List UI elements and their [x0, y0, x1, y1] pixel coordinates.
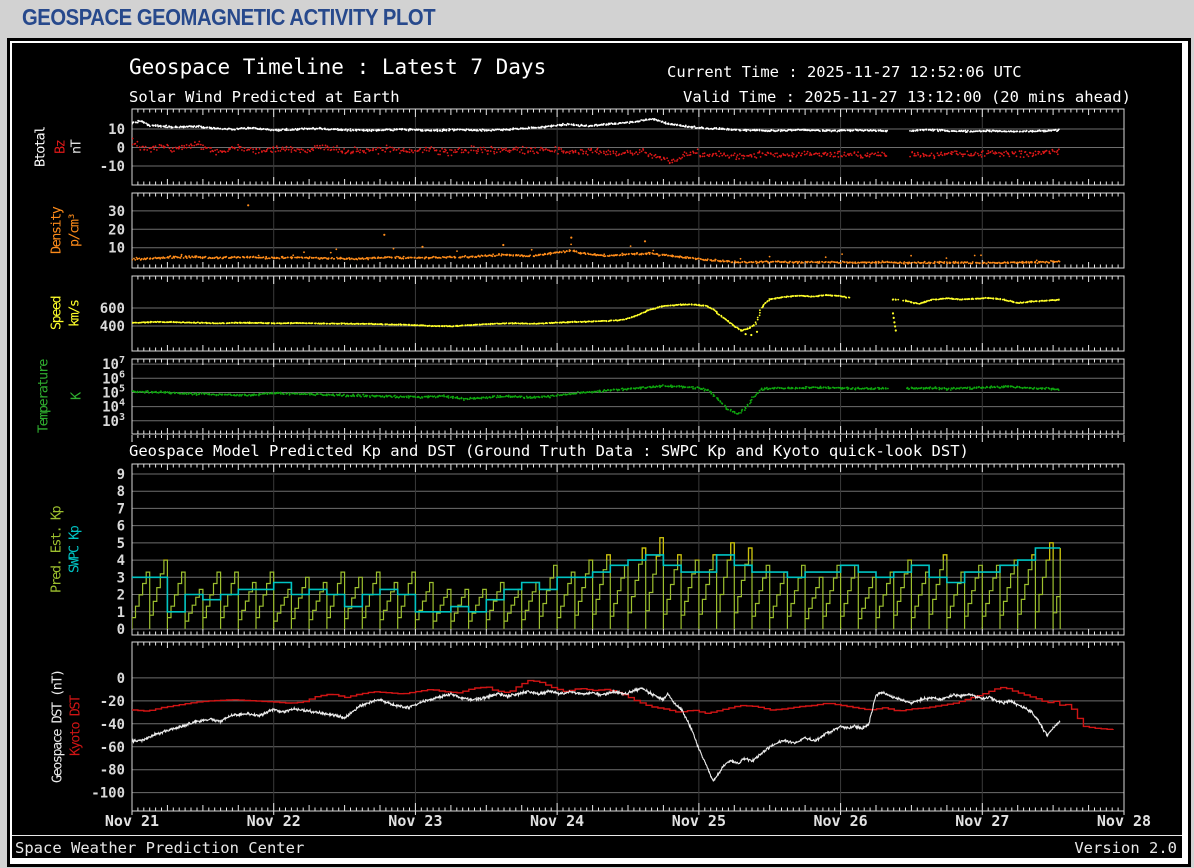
- ytick-label: 8: [117, 484, 125, 500]
- current-time-label: Current Time : 2025-11-27 12:52:06 UTC: [667, 63, 1022, 81]
- xtick-label: Nov 27: [955, 812, 1009, 830]
- timeline-chart: 100-103020106004001071061051041039876543…: [91, 108, 1151, 830]
- ytick-label: 4: [117, 553, 125, 569]
- ytick-label: -10: [100, 159, 125, 175]
- ytick-label: 105: [102, 383, 125, 401]
- ytick-label: 5: [117, 536, 125, 552]
- credit-label: Space Weather Prediction Center: [15, 839, 305, 857]
- ylabel-km-s: km/s: [66, 300, 83, 327]
- ytick-label: 2: [117, 588, 125, 604]
- xtick-label: Nov 23: [388, 812, 442, 830]
- ytick-label: 107: [102, 355, 125, 373]
- xtick-label: Nov 25: [672, 812, 726, 830]
- ytick-label: 30: [108, 204, 125, 220]
- ytick-label: 106: [102, 369, 125, 387]
- xtick-label: Nov 26: [814, 812, 868, 830]
- ytick-label: -40: [100, 717, 125, 733]
- ytick-label: -80: [100, 763, 125, 779]
- ytick-label: 6: [117, 519, 125, 535]
- ytick-label: 1: [117, 605, 125, 621]
- ylabel-p-cm: p/cm³: [66, 213, 83, 248]
- ylabel-swpc-kp: SWPC Kp: [66, 526, 83, 573]
- ylabel-nt: nT: [68, 140, 85, 154]
- ytick-label: 400: [100, 319, 125, 335]
- valid-time-label: Valid Time : 2025-11-27 13:12:00 (20 min…: [683, 88, 1131, 106]
- plot-frame: 10 0 -10 30 20 10 600 400 107 106 105 104 103 9 8 7 6 5 4 3…: [7, 38, 1191, 867]
- geospace-plot: 10 0 -10 30 20 10 600 400 107 106 105 104 103 9 8 7 6 5 4 3…: [12, 43, 1182, 858]
- version-label: Version 2.0: [1074, 839, 1177, 857]
- ytick-label: 20: [108, 222, 125, 238]
- ylabel-density: Density: [48, 207, 65, 254]
- ylabel-btotal: Btotal: [32, 127, 49, 167]
- ytick-label: 10: [108, 241, 125, 257]
- ytick-label: -20: [100, 694, 125, 710]
- ytick-label: -60: [100, 740, 125, 756]
- ytick-label: 0: [117, 671, 125, 687]
- page-title: GEOSPACE GEOMAGNETIC ACTIVITY PLOT: [22, 4, 436, 30]
- ylabel-k: K: [68, 393, 85, 400]
- footer-separator: [12, 835, 1182, 836]
- ylabel-pred-est-kp: Pred. Est. Kp: [48, 506, 65, 593]
- xtick-label: Nov 22: [247, 812, 301, 830]
- ytick-label: 10: [108, 122, 125, 138]
- ylabel-speed: Speed: [48, 296, 65, 331]
- ytick-label: 600: [100, 301, 125, 317]
- ytick-label: 7: [117, 501, 125, 517]
- page-header: GEOSPACE GEOMAGNETIC ACTIVITY PLOT: [0, 0, 1194, 36]
- ytick-label: -100: [91, 786, 125, 802]
- ytick-label: 103: [102, 412, 125, 430]
- ytick-label: 0: [117, 622, 125, 638]
- ylabel-geospace-dst-nt: Geospace DST (nT): [49, 670, 66, 783]
- ytick-label: 9: [117, 467, 125, 483]
- subtitle-solar-wind: Solar Wind Predicted at Earth: [129, 88, 400, 106]
- plot-title: Geospace Timeline : Latest 7 Days: [129, 55, 547, 79]
- xtick-label: Nov 28: [1097, 812, 1151, 830]
- ytick-label: 0: [117, 140, 125, 156]
- ylabel-temperature: Temperature: [35, 360, 52, 433]
- subtitle-kp-dst: Geospace Model Predicted Kp and DST (Gro…: [129, 442, 969, 460]
- xtick-label: Nov 21: [105, 812, 159, 830]
- xtick-label: Nov 24: [530, 812, 584, 830]
- ytick-label: 3: [117, 570, 125, 586]
- ytick-label: 104: [102, 398, 125, 416]
- ylabel-kyoto-dst: Kyoto DST: [67, 696, 84, 757]
